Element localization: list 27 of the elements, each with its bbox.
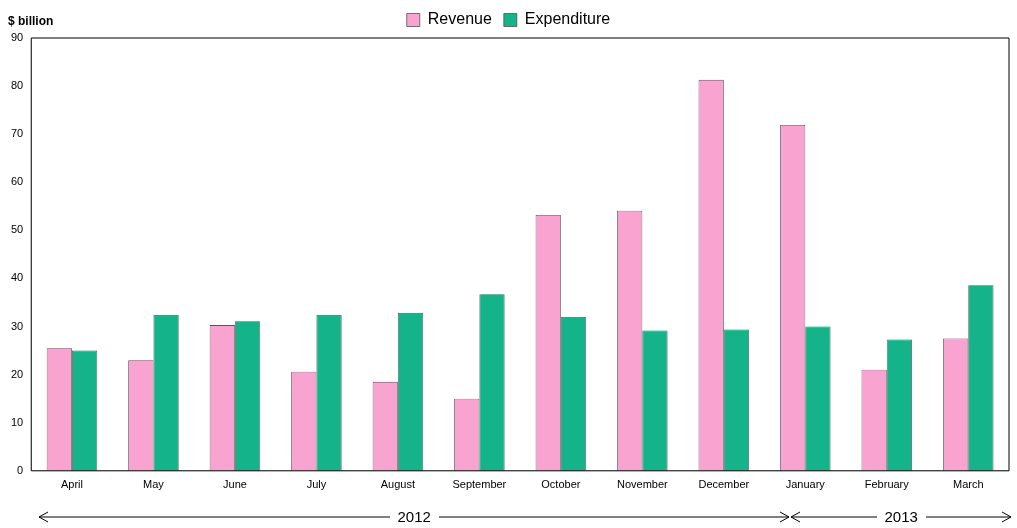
text: 2012 bbox=[389, 508, 439, 525]
x-tick-label: February bbox=[864, 478, 910, 491]
x-tick-label: January bbox=[785, 478, 826, 491]
x-tick-label: May bbox=[143, 478, 165, 491]
y-tick-label: 40 bbox=[10, 271, 24, 284]
x-tick-label: November bbox=[616, 478, 669, 491]
y-axis-title: $ billion bbox=[8, 14, 54, 28]
y-tick-label: 90 bbox=[10, 31, 24, 44]
legend-label: Revenue bbox=[427, 10, 492, 28]
x-tick-label: December bbox=[698, 478, 750, 491]
x-tick-label: August bbox=[380, 478, 416, 491]
y-tick-label: 50 bbox=[10, 223, 24, 236]
y-tick-label: 80 bbox=[10, 79, 24, 92]
x-tick-label: April bbox=[60, 478, 83, 491]
x-tick-label: October bbox=[541, 478, 581, 491]
x-tick-label: June bbox=[223, 478, 247, 491]
x-tick-label: July bbox=[306, 478, 327, 491]
y-tick-label: 30 bbox=[10, 319, 24, 332]
y-tick-label: 10 bbox=[10, 415, 24, 428]
y-tick-label: 0 bbox=[17, 463, 24, 476]
text: 2013 bbox=[876, 508, 926, 525]
y-tick-label: 60 bbox=[10, 175, 24, 188]
y-tick-label: 70 bbox=[10, 127, 24, 140]
y-tick-label: 20 bbox=[10, 367, 24, 380]
x-tick-label: March bbox=[952, 478, 984, 491]
x-tick-label: September bbox=[452, 478, 507, 491]
legend-label: Expenditure bbox=[524, 10, 611, 28]
